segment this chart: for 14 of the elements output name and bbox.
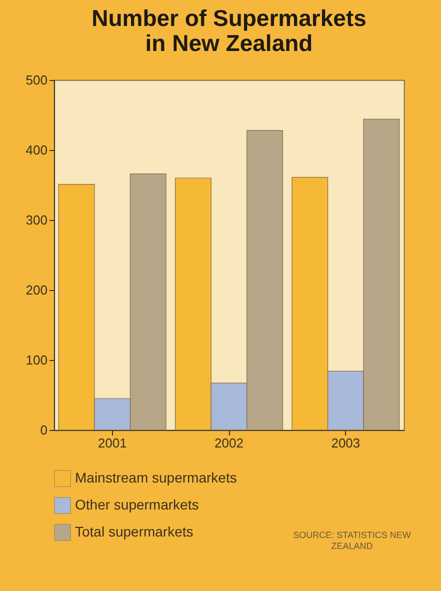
- legend-label: Mainstream supermarkets: [75, 470, 237, 486]
- x-tick-label: 2003: [331, 436, 360, 450]
- x-tick-label: 2002: [214, 436, 244, 450]
- y-tick-label: 300: [26, 212, 48, 228]
- y-tick-label: 100: [26, 352, 48, 368]
- source-note: SOURCE: STATISTICS NEW ZEALAND: [292, 530, 412, 552]
- x-tick-label: 2001: [98, 436, 127, 450]
- legend-label: Total supermarkets: [75, 524, 194, 540]
- y-tick-label: 200: [26, 282, 48, 298]
- legend-label: Other supermarkets: [75, 496, 199, 512]
- y-tick-label: 500: [26, 72, 48, 88]
- chart-title: Number of Supermarkets in New Zealand: [92, 5, 366, 56]
- y-tick-label: 0: [40, 422, 48, 438]
- y-tick-label: 400: [26, 142, 48, 158]
